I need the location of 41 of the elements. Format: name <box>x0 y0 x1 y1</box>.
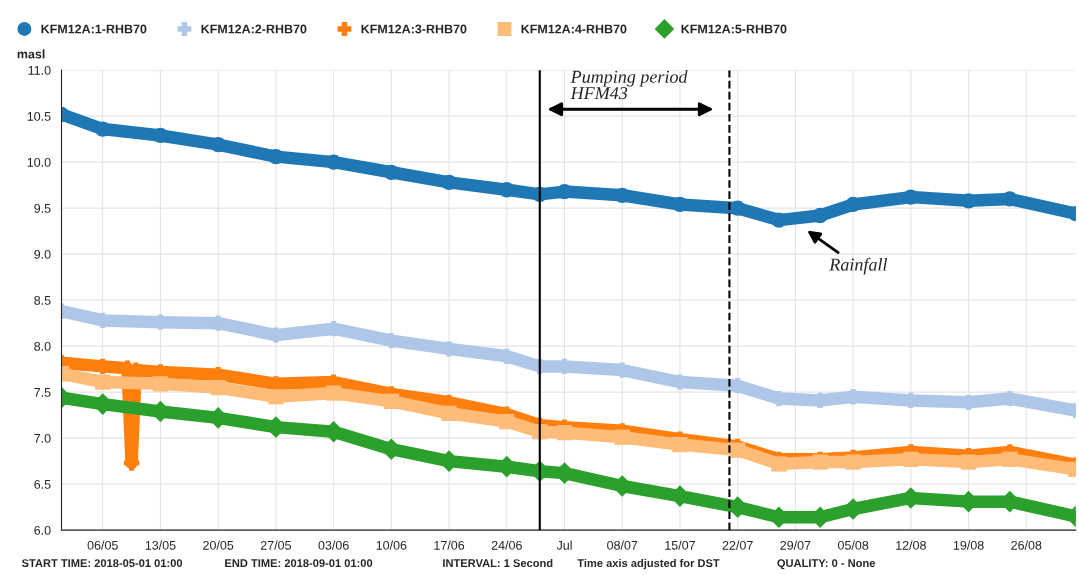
x-tick-label: 17/06 <box>434 540 465 550</box>
text: Time axis adjusted for DST <box>577 558 720 570</box>
y-tick-label: 6.5 <box>34 479 51 489</box>
y-tick-label: 10.5 <box>27 111 51 121</box>
y-tick-label: 9.0 <box>34 249 51 259</box>
y-tick-label: 9.5 <box>34 203 51 213</box>
x-tick-label: 03/06 <box>318 540 349 550</box>
text: INTERVAL: 1 Second <box>443 558 553 568</box>
y-tick-label: 8.0 <box>34 341 51 351</box>
x-tick-label: 06/05 <box>87 540 118 550</box>
legend-label: KFM12A:1-RHB70 <box>41 24 147 34</box>
y-tick-label: 10.0 <box>27 157 51 167</box>
y-tick-label: 7.5 <box>34 388 51 397</box>
text: END TIME: 2018-09-01 01:00 <box>225 559 373 568</box>
legend-label: KFM12A:2-RHB70 <box>201 24 307 34</box>
x-tick-label: 29/07 <box>780 540 811 550</box>
y-tick-label: 11.0 <box>28 65 51 75</box>
x-tick-label: Jul <box>556 540 572 550</box>
legend-label: KFM12A:3-RHB70 <box>361 24 467 34</box>
legend-label: KFM12A:4-RHB70 <box>521 24 627 34</box>
x-tick-label: 13/05 <box>145 540 176 550</box>
x-tick-label: 26/08 <box>1011 540 1042 550</box>
annotation: Rainfall <box>829 257 888 275</box>
y-tick-label: 6.0 <box>34 525 51 535</box>
y-tick-label: 8.5 <box>34 295 51 305</box>
y-tick-label: 7.0 <box>34 433 51 443</box>
legend-label: KFM12A:5-RHB70 <box>681 24 787 34</box>
x-tick-label: 22/07 <box>722 540 753 550</box>
x-tick-label: 15/07 <box>665 540 695 550</box>
x-tick-label: 20/05 <box>203 540 234 550</box>
x-tick-label: 08/07 <box>607 540 638 550</box>
text: QUALITY: 0 - None <box>777 559 876 570</box>
x-tick-label: 27/05 <box>260 540 292 550</box>
annotation: Pumping period HFM43 <box>570 70 688 100</box>
x-tick-label: 19/08 <box>953 540 984 550</box>
x-tick-label: 24/06 <box>491 540 522 550</box>
x-tick-label: 05/08 <box>837 540 869 550</box>
text: START TIME: 2018-05-01 01:00 <box>21 559 183 568</box>
x-tick-label: 10/06 <box>376 540 407 550</box>
y-axis-title: masl <box>17 49 45 59</box>
x-tick-label: 12/08 <box>896 540 926 550</box>
